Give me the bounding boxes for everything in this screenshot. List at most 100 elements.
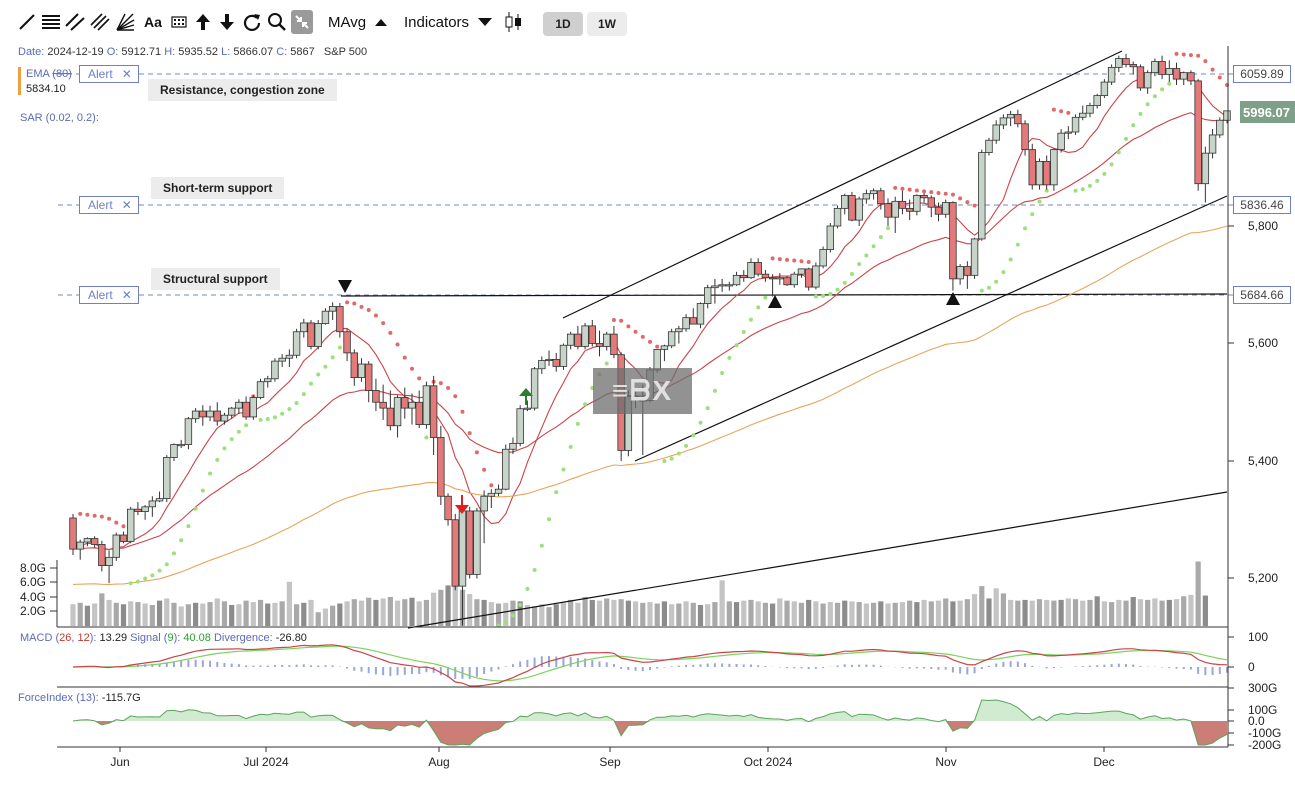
candle-body: [1093, 95, 1101, 106]
candle-body: [1129, 64, 1137, 68]
close-icon[interactable]: ✕: [121, 67, 132, 81]
refresh-icon[interactable]: [241, 10, 263, 34]
interval-1w-button[interactable]: 1W: [587, 12, 627, 36]
calculator-icon[interactable]: [168, 10, 190, 34]
alert-short-term-button[interactable]: Alert ✕: [79, 196, 139, 214]
candle-body: [754, 262, 762, 275]
volume-bar: [474, 599, 480, 626]
x-tick-label: Aug: [428, 755, 449, 769]
volume-bar: [1036, 599, 1043, 626]
parallel-channel-icon[interactable]: [64, 10, 86, 34]
volume-bar: [553, 604, 559, 626]
candle-body: [1057, 132, 1065, 151]
sar-dot: [864, 253, 869, 258]
mavg-menu[interactable]: MAvg: [328, 14, 388, 31]
volume-bar: [1159, 600, 1165, 626]
sar-dot: [1160, 87, 1165, 92]
volume-bar: [250, 602, 256, 626]
sar-legend[interactable]: SAR (0.02, 0.2):: [20, 112, 99, 124]
volume-bar: [726, 601, 732, 626]
candle-body: [516, 408, 524, 444]
note-resistance[interactable]: Resistance, congestion zone: [148, 79, 337, 101]
chart-toolbar: Aa MAvg Indicators 1D 1W: [0, 0, 1295, 46]
candle-body: [610, 333, 618, 356]
note-short-term[interactable]: Short-term support: [151, 177, 285, 199]
sar-dot: [301, 392, 306, 397]
volume-bar: [1087, 599, 1093, 626]
volume-bar: [77, 602, 83, 626]
candle-body: [393, 397, 402, 427]
volume-bar: [935, 600, 942, 626]
candle-body: [1165, 68, 1173, 75]
sar-dot: [150, 573, 155, 578]
candle-body: [184, 418, 193, 445]
sar-dot: [907, 187, 912, 192]
mavg-label: MAvg: [328, 14, 367, 31]
volume-bar: [1123, 600, 1129, 626]
volume-bar: [914, 602, 920, 626]
macd-legend[interactable]: MACD (26, 12): 13.29 Signal (9): 40.08 D…: [20, 632, 307, 644]
candle-body: [978, 152, 986, 240]
volume-bar: [351, 599, 357, 626]
volume-bar: [517, 601, 523, 626]
candle-body: [350, 352, 358, 378]
macd-line: [72, 644, 1228, 687]
volume-bar: [1072, 599, 1079, 626]
indicators-menu[interactable]: Indicators: [404, 14, 493, 31]
sar-dot: [179, 538, 184, 543]
volume-bar: [149, 604, 155, 626]
volume-bar: [849, 601, 855, 626]
candle-body: [401, 397, 409, 409]
volume-bar: [582, 597, 588, 626]
sar-dot: [857, 262, 862, 267]
interval-1d-button[interactable]: 1D: [543, 12, 583, 36]
volume-bar: [301, 602, 307, 626]
candle-body: [177, 444, 185, 447]
candle-body: [588, 325, 596, 344]
candle-body: [134, 508, 142, 512]
price-tick-label: 5,400: [1248, 454, 1278, 468]
volume-bar: [755, 601, 761, 626]
alert-resistance-button[interactable]: Alert ✕: [79, 65, 139, 83]
sar-dot: [1145, 102, 1150, 107]
volume-bar: [957, 600, 963, 626]
candlestick-type-icon[interactable]: [503, 10, 525, 34]
volume-bar: [1152, 598, 1158, 626]
candle-body: [711, 285, 719, 289]
sar-dot: [669, 456, 674, 461]
candle-body: [220, 414, 229, 422]
horizontal-lines-icon[interactable]: [40, 10, 62, 34]
sar-dot: [994, 279, 999, 284]
candle-body: [776, 277, 784, 280]
sar-dot: [236, 429, 241, 434]
candle-body: [458, 510, 467, 587]
text-tool-button[interactable]: Aa: [144, 14, 162, 30]
close-icon[interactable]: ✕: [121, 288, 132, 302]
sar-dot: [785, 257, 790, 262]
candle-body: [271, 360, 279, 380]
volume-bar: [892, 602, 898, 626]
volume-bar: [921, 599, 927, 626]
fan-icon[interactable]: [114, 10, 136, 34]
close-icon[interactable]: ✕: [121, 198, 132, 212]
sar-dot: [157, 568, 162, 573]
sar-dot: [1095, 178, 1100, 183]
alert-structural-button[interactable]: Alert ✕: [79, 286, 139, 304]
sar-dot: [121, 524, 126, 529]
pitchfork-icon[interactable]: [89, 10, 111, 34]
arrow-down-icon[interactable]: [216, 10, 238, 34]
close-label: C:: [276, 46, 288, 58]
search-icon[interactable]: [266, 10, 288, 34]
force-index-legend[interactable]: ForceIndex (13): -115.7G: [18, 692, 141, 704]
volume-bar: [1015, 600, 1021, 626]
candle-body: [285, 354, 294, 359]
collapse-icon[interactable]: [291, 10, 313, 34]
line-tool-icon[interactable]: [16, 10, 38, 34]
volume-bar: [1000, 593, 1007, 626]
sar-dot: [1044, 188, 1049, 193]
arrow-up-icon[interactable]: [192, 10, 214, 34]
note-structural[interactable]: Structural support: [151, 268, 280, 290]
sar-dot: [359, 304, 364, 309]
volume-bar: [344, 601, 350, 626]
